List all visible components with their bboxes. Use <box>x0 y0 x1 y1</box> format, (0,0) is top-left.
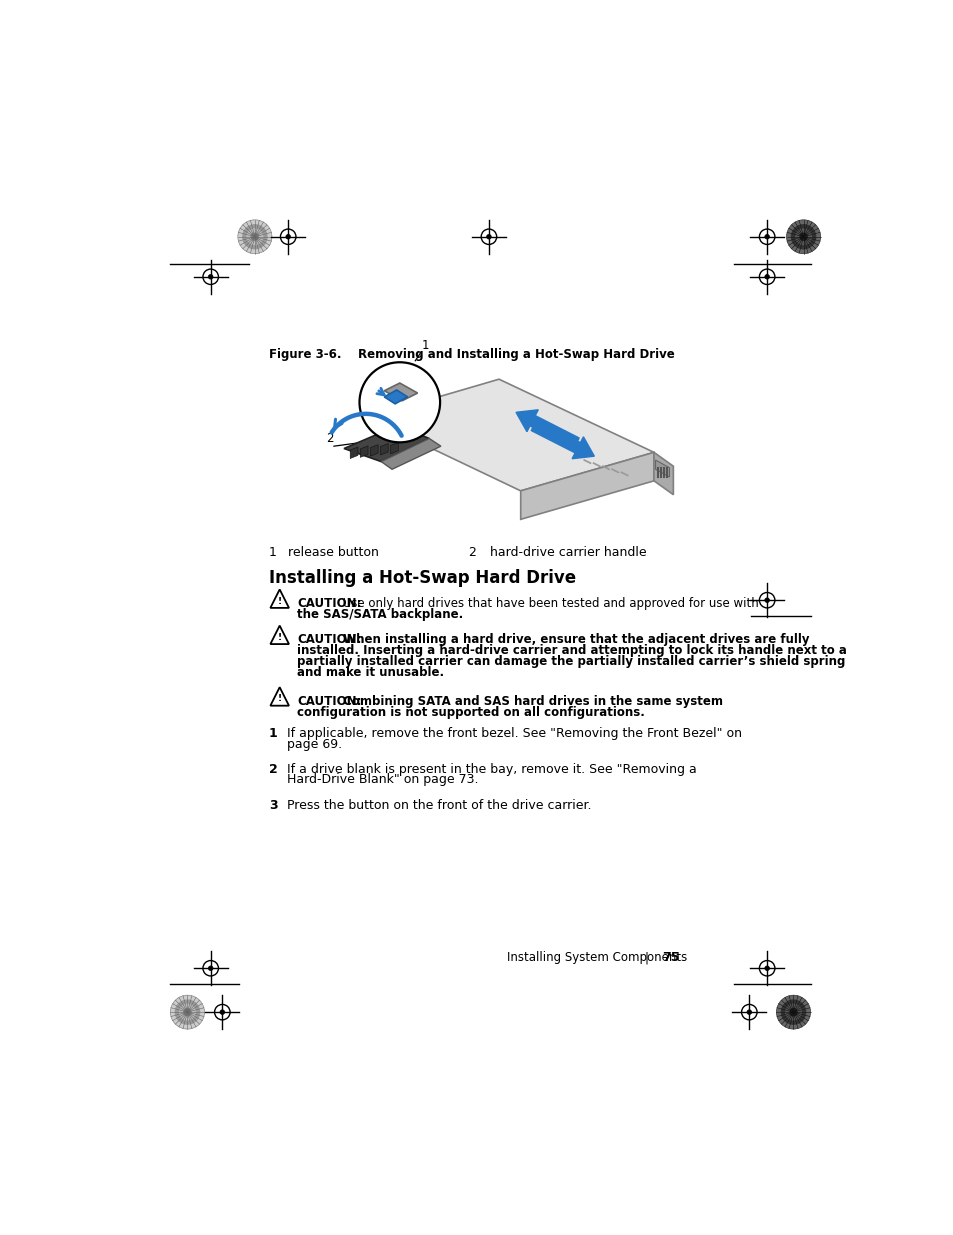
Polygon shape <box>390 442 397 454</box>
Circle shape <box>780 999 805 1025</box>
Text: 2: 2 <box>326 432 334 445</box>
Circle shape <box>790 224 816 249</box>
Text: Use only hard drives that have been tested and approved for use with: Use only hard drives that have been test… <box>338 597 758 610</box>
Circle shape <box>486 235 491 240</box>
Circle shape <box>220 1010 224 1014</box>
Polygon shape <box>384 383 417 401</box>
Circle shape <box>286 235 291 240</box>
Text: If applicable, remove the front bezel. See "Removing the Front Bezel" on: If applicable, remove the front bezel. S… <box>287 727 741 740</box>
Text: !: ! <box>277 632 281 642</box>
Circle shape <box>171 995 204 1029</box>
Circle shape <box>764 235 769 240</box>
Polygon shape <box>360 446 368 457</box>
Polygon shape <box>520 452 654 520</box>
Circle shape <box>785 220 820 253</box>
Text: Installing a Hot-Swap Hard Drive: Installing a Hot-Swap Hard Drive <box>269 569 576 588</box>
FancyArrow shape <box>531 420 594 458</box>
Circle shape <box>208 966 213 971</box>
Polygon shape <box>380 443 388 454</box>
Polygon shape <box>384 390 407 404</box>
Circle shape <box>246 228 263 246</box>
Circle shape <box>794 228 811 246</box>
Circle shape <box>746 1010 751 1014</box>
Text: |: | <box>643 951 648 965</box>
Circle shape <box>174 999 200 1025</box>
Circle shape <box>179 1004 195 1020</box>
Polygon shape <box>654 452 673 495</box>
Circle shape <box>764 966 769 971</box>
Text: 1: 1 <box>269 727 277 740</box>
Polygon shape <box>370 445 377 456</box>
Text: Hard-Drive Blank" on page 73.: Hard-Drive Blank" on page 73. <box>287 773 478 787</box>
Circle shape <box>776 995 810 1029</box>
FancyArrow shape <box>516 410 578 448</box>
Text: 3: 3 <box>269 799 277 811</box>
Text: 1: 1 <box>269 546 276 559</box>
Text: CAUTION:: CAUTION: <box>297 597 361 610</box>
Text: configuration is not supported on all configurations.: configuration is not supported on all co… <box>297 705 644 719</box>
Text: !: ! <box>277 597 281 605</box>
Polygon shape <box>655 461 669 477</box>
Polygon shape <box>344 425 429 462</box>
Circle shape <box>242 224 268 249</box>
Circle shape <box>237 220 272 253</box>
Polygon shape <box>350 447 357 458</box>
Text: 2: 2 <box>468 546 476 559</box>
Text: Press the button on the front of the drive carrier.: Press the button on the front of the dri… <box>287 799 591 811</box>
Circle shape <box>251 232 259 241</box>
Text: Installing System Components: Installing System Components <box>506 951 686 965</box>
Polygon shape <box>381 438 440 469</box>
Circle shape <box>764 598 769 603</box>
Text: If a drive blank is present in the bay, remove it. See "Removing a: If a drive blank is present in the bay, … <box>287 763 697 776</box>
Text: 1: 1 <box>421 340 429 352</box>
Polygon shape <box>367 379 654 490</box>
Circle shape <box>183 1008 192 1016</box>
Text: the SAS/SATA backplane.: the SAS/SATA backplane. <box>297 608 463 621</box>
Text: page 69.: page 69. <box>287 739 342 751</box>
Text: CAUTION:: CAUTION: <box>297 695 361 708</box>
Text: partially installed carrier can damage the partially installed carrier’s shield : partially installed carrier can damage t… <box>297 655 845 668</box>
Text: When installing a hard drive, ensure that the adjacent drives are fully: When installing a hard drive, ensure tha… <box>338 634 808 646</box>
Circle shape <box>788 1008 797 1016</box>
Text: Combining SATA and SAS hard drives in the same system: Combining SATA and SAS hard drives in th… <box>338 695 721 708</box>
Circle shape <box>799 232 807 241</box>
Circle shape <box>784 1004 801 1020</box>
Text: installed. Inserting a hard-drive carrier and attempting to lock its handle next: installed. Inserting a hard-drive carrie… <box>297 645 846 657</box>
Text: hard-drive carrier handle: hard-drive carrier handle <box>489 546 645 559</box>
Text: CAUTION:: CAUTION: <box>297 634 361 646</box>
Circle shape <box>208 274 213 279</box>
Text: !: ! <box>277 694 281 704</box>
Text: Figure 3-6.    Removing and Installing a Hot-Swap Hard Drive: Figure 3-6. Removing and Installing a Ho… <box>269 348 674 362</box>
Text: 75: 75 <box>661 951 679 965</box>
Text: 2: 2 <box>269 763 277 776</box>
Circle shape <box>764 274 769 279</box>
Text: release button: release button <box>288 546 378 559</box>
Text: and make it unusable.: and make it unusable. <box>297 666 444 679</box>
Circle shape <box>359 362 439 442</box>
